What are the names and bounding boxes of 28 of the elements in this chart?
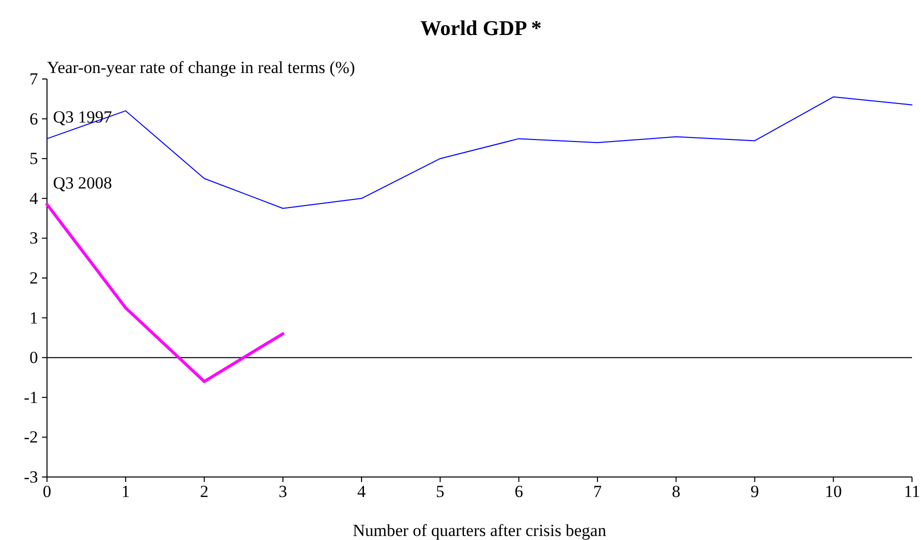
series-label: Q3 2008 xyxy=(53,173,112,192)
x-tick-label: 9 xyxy=(750,482,759,502)
series-label: Q3 1997 xyxy=(53,108,113,127)
y-tick-label: 4 xyxy=(30,188,38,208)
y-tick-label: 3 xyxy=(30,228,38,248)
y-axis-title: Year-on-year rate of change in real terms (%) xyxy=(47,58,356,77)
y-tick-label: 2 xyxy=(30,268,38,288)
x-tick-label: 11 xyxy=(904,482,920,502)
y-tick-label: 0 xyxy=(30,348,38,368)
y-tick-label: -2 xyxy=(24,428,38,447)
y-tick-label: 6 xyxy=(30,109,38,128)
y-tick-label: -1 xyxy=(24,388,38,407)
x-tick-label: 8 xyxy=(672,482,680,502)
x-tick-label: 0 xyxy=(42,482,52,502)
y-tick-label: 7 xyxy=(30,69,38,88)
x-tick-label: 10 xyxy=(824,482,842,502)
x-tick-label: 3 xyxy=(278,482,288,502)
y-tick-label: -3 xyxy=(24,467,38,486)
x-tick-label: 4 xyxy=(357,482,366,502)
chart-title: World GDP * xyxy=(420,16,542,40)
x-tick-label: 6 xyxy=(514,482,524,502)
x-tick-label: 2 xyxy=(200,482,209,502)
x-tick-label: 5 xyxy=(436,482,444,502)
x-tick-label: 1 xyxy=(121,482,130,502)
y-tick-label: 5 xyxy=(30,149,38,168)
y-tick-label: 1 xyxy=(30,308,38,328)
x-tick-label: 7 xyxy=(593,482,602,502)
x-axis-title: Number of quarters after crisis began xyxy=(352,521,607,540)
